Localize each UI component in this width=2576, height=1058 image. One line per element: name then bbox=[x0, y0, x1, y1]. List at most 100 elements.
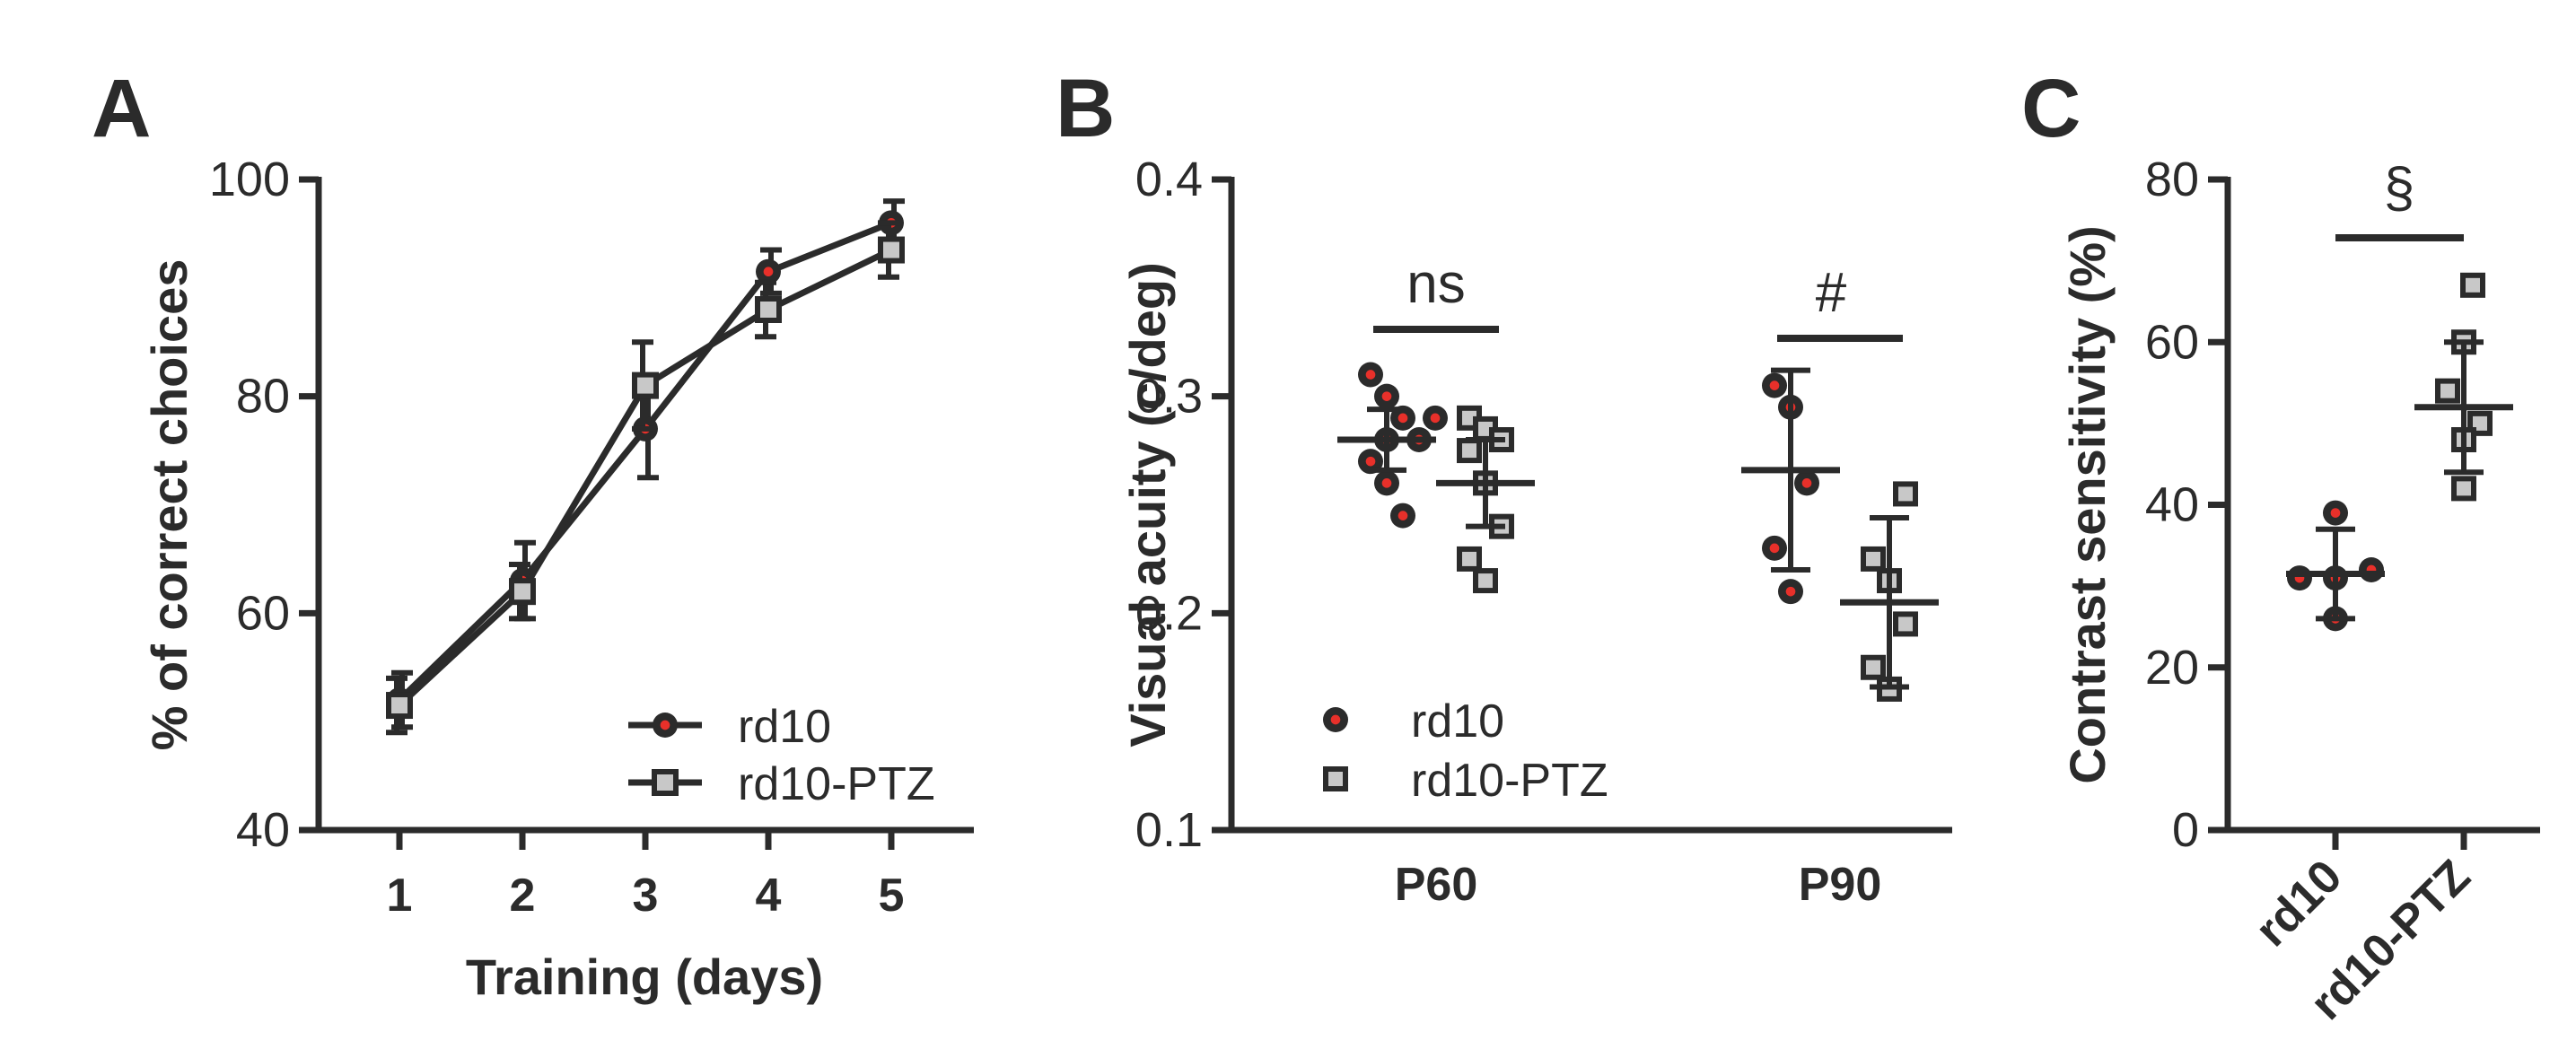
marker-center bbox=[660, 720, 670, 730]
sd-bar bbox=[1466, 437, 1505, 529]
legend-label: rd10 bbox=[738, 701, 831, 753]
marker-center bbox=[2330, 508, 2341, 518]
data-point bbox=[2323, 500, 2348, 526]
legend-marker bbox=[653, 713, 678, 738]
series-circle bbox=[1337, 362, 1840, 605]
data-point bbox=[1390, 503, 1415, 529]
legend-marker bbox=[1323, 707, 1348, 732]
legend-entry: rd10-PTZ bbox=[1323, 755, 1608, 807]
data-point bbox=[1762, 535, 1787, 561]
data-point bbox=[1893, 481, 1918, 507]
data-point bbox=[878, 236, 905, 264]
y-tick-label: 0 bbox=[2172, 803, 2199, 857]
series-square bbox=[386, 220, 905, 736]
legend-entry: rd10 bbox=[1323, 695, 1504, 748]
data-point bbox=[1457, 438, 1482, 464]
x-tick-label: 5 bbox=[879, 870, 905, 922]
data-point bbox=[756, 258, 781, 284]
series-square bbox=[2414, 272, 2513, 502]
panel-a: A 40 60 80 100% of correct choices 1 2 3 4 5 Train… bbox=[92, 63, 974, 1005]
y-tick-label: 80 bbox=[2145, 153, 2199, 206]
x-tick-label: 3 bbox=[633, 870, 659, 922]
marker-center bbox=[1330, 714, 1341, 725]
legend-label: rd10 bbox=[1411, 695, 1504, 748]
series-circle bbox=[2286, 500, 2385, 632]
x-tick-label: P60 bbox=[1395, 859, 1478, 911]
data-point bbox=[2451, 476, 2476, 502]
y-tick-label: 20 bbox=[2145, 641, 2199, 695]
data-point bbox=[1374, 470, 1399, 496]
y-axis-label: % of correct choices bbox=[141, 259, 197, 751]
data-point bbox=[2460, 272, 2485, 298]
data-point bbox=[1457, 546, 1482, 572]
marker-center bbox=[1398, 413, 1408, 424]
y-tick-label: 0.1 bbox=[1135, 803, 1203, 857]
significance-annotation: ns bbox=[1373, 253, 1499, 333]
sd-bar bbox=[2316, 526, 2355, 622]
data-point bbox=[1473, 568, 1498, 594]
data-point bbox=[1861, 546, 1886, 572]
y-axis-label: Contrast sensitivity (%) bbox=[2059, 225, 2116, 783]
panel-b: B 0.1 0.2 0.3 0.4 Visual acuity (c/deg) P60 P90… bbox=[1056, 63, 1952, 911]
marker-center bbox=[1381, 391, 1392, 401]
marker-center bbox=[1769, 543, 1780, 554]
y-tick-label: 40 bbox=[2145, 478, 2199, 532]
data-point bbox=[1794, 470, 1819, 496]
y-tick-label: 0.3 bbox=[1135, 370, 1203, 424]
sd-bar bbox=[2444, 339, 2484, 476]
legend-entry: rd10-PTZ bbox=[628, 758, 935, 810]
data-point bbox=[755, 296, 782, 323]
x-tick-label: P90 bbox=[1799, 859, 1882, 911]
y-tick-label: 0.2 bbox=[1135, 586, 1203, 640]
data-point bbox=[1423, 405, 1448, 431]
legend-marker bbox=[1323, 766, 1348, 791]
data-point bbox=[1861, 654, 1886, 680]
x-tick-label: 1 bbox=[387, 870, 413, 922]
x-tick-label: 4 bbox=[756, 870, 782, 922]
panel-letter: B bbox=[1056, 63, 1115, 154]
y-tick-label: 60 bbox=[236, 586, 290, 640]
significance-label: ns bbox=[1406, 253, 1465, 315]
data-point bbox=[1374, 383, 1399, 409]
y-axis-label: Visual acuity (c/deg) bbox=[1119, 262, 1176, 747]
y-tick-label: 60 bbox=[2145, 315, 2199, 369]
marker-center bbox=[1430, 413, 1441, 424]
x-axis-label: Training (days) bbox=[466, 949, 823, 1005]
data-point bbox=[2287, 565, 2312, 591]
y-tick-label: 80 bbox=[236, 370, 290, 424]
legend-label: rd10-PTZ bbox=[738, 758, 935, 810]
data-point bbox=[1762, 372, 1787, 398]
significance-annotation: # bbox=[1777, 262, 1903, 342]
marker-center bbox=[1801, 478, 1812, 488]
data-point bbox=[386, 692, 413, 720]
y-tick-label: 40 bbox=[236, 803, 290, 857]
marker-center bbox=[1785, 586, 1796, 597]
y-tick-label: 100 bbox=[209, 153, 290, 206]
legend-marker bbox=[652, 769, 679, 796]
significance-label: # bbox=[1816, 262, 1847, 324]
marker-center bbox=[1769, 380, 1780, 390]
sd-bar bbox=[1870, 515, 1909, 690]
series-square bbox=[1436, 405, 1939, 702]
sd-bar bbox=[1771, 367, 1810, 573]
x-tick-label: 2 bbox=[510, 870, 536, 922]
marker-center bbox=[1365, 370, 1376, 380]
data-point bbox=[2359, 557, 2384, 582]
data-point bbox=[2435, 378, 2460, 404]
panel-letter: A bbox=[92, 63, 151, 154]
legend-label: rd10-PTZ bbox=[1411, 755, 1608, 807]
sd-bar bbox=[1367, 407, 1406, 473]
marker-center bbox=[1398, 511, 1408, 520]
data-point bbox=[1358, 362, 1383, 388]
data-point bbox=[509, 578, 536, 606]
marker-center bbox=[1365, 456, 1376, 467]
data-point bbox=[1778, 579, 1803, 605]
marker-center bbox=[763, 267, 774, 277]
legend-entry: rd10 bbox=[628, 701, 831, 753]
panel-letter: C bbox=[2021, 63, 2081, 154]
x-tick-label: rd10 bbox=[2246, 850, 2353, 957]
significance-label: § bbox=[2384, 157, 2414, 219]
y-tick-label: 0.4 bbox=[1135, 153, 1203, 206]
